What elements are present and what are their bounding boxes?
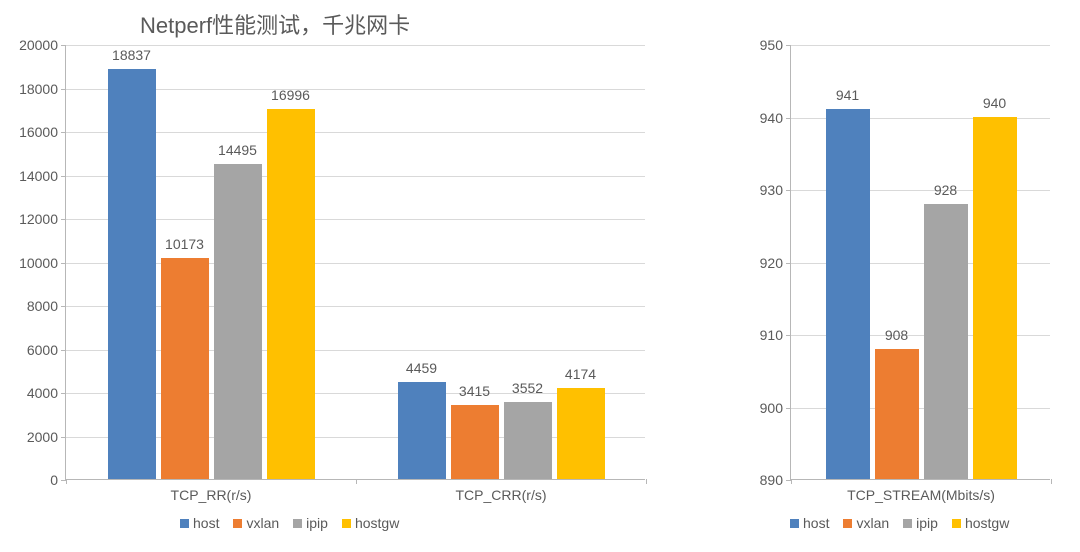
ytick-label: 900 [760,400,791,416]
ytick-label: 10000 [19,255,66,271]
bar-value-label: 10173 [165,236,204,258]
legend-item-hostgw: hostgw [342,515,399,531]
bar-vxlan: 908 [875,349,919,480]
bar-host: 18837 [108,69,156,479]
ytick-label: 910 [760,327,791,343]
ytick-label: 930 [760,182,791,198]
legend-item-hostgw-r: hostgw [952,515,1009,531]
swatch-hostgw-r [952,519,961,528]
bar-vxlan: 10173 [161,258,209,479]
right-plot-area: 890900910920930940950941908928940TCP_STR… [790,45,1050,480]
ytick-label: 940 [760,110,791,126]
legend-item-host: host [180,515,219,531]
category-label: TCP_RR(r/s) [171,479,252,503]
bar-value-label: 4174 [565,366,596,388]
ytick-label: 8000 [27,298,66,314]
bar-value-label: 4459 [406,360,437,382]
bar-value-label: 940 [983,95,1006,117]
swatch-ipip [293,519,302,528]
legend-label-hostgw: hostgw [355,515,399,531]
bar-value-label: 928 [934,182,957,204]
swatch-ipip-r [903,519,912,528]
bar-host: 4459 [398,382,446,479]
bar-host: 941 [826,109,870,479]
page-title: Netperf性能测试，千兆网卡 [140,8,410,40]
bar-group: 941908928940TCP_STREAM(Mbits/s) [826,45,1017,479]
legend-label-ipip: ipip [306,515,328,531]
ytick-label: 0 [50,472,66,488]
bar-value-label: 18837 [112,47,151,69]
ytick-label: 12000 [19,211,66,227]
left-plot-area: 0200040006000800010000120001400016000180… [65,45,645,480]
swatch-vxlan-r [843,519,852,528]
legend-label-host-r: host [803,515,829,531]
legend-label-vxlan: vxlan [246,515,279,531]
bar-group: 4459341535524174TCP_CRR(r/s) [398,45,605,479]
swatch-vxlan [233,519,242,528]
bar-value-label: 908 [885,327,908,349]
xtick [356,479,357,484]
legend-item-ipip: ipip [293,515,328,531]
xtick [791,479,792,484]
bar-value-label: 941 [836,87,859,109]
bar-value-label: 3552 [512,380,543,402]
ytick-label: 890 [760,472,791,488]
category-label: TCP_STREAM(Mbits/s) [847,479,995,503]
xtick [66,479,67,484]
bar-hostgw: 4174 [557,388,605,479]
legend-label-host: host [193,515,219,531]
bar-hostgw: 940 [973,117,1017,480]
ytick-label: 14000 [19,168,66,184]
legend-item-vxlan-r: vxlan [843,515,889,531]
legend-right: host vxlan ipip hostgw [790,515,1009,531]
swatch-host-r [790,519,799,528]
bar-ipip: 14495 [214,164,262,479]
bar-vxlan: 3415 [451,405,499,479]
ytick-label: 950 [760,37,791,53]
legend-label-hostgw-r: hostgw [965,515,1009,531]
bar-value-label: 14495 [218,142,257,164]
legend-item-ipip-r: ipip [903,515,938,531]
bar-value-label: 3415 [459,383,490,405]
legend-left: host vxlan ipip hostgw [180,515,399,531]
legend-label-ipip-r: ipip [916,515,938,531]
left-chart: 0200040006000800010000120001400016000180… [65,45,645,480]
xtick [646,479,647,484]
ytick-label: 920 [760,255,791,271]
ytick-label: 20000 [19,37,66,53]
right-chart: 890900910920930940950941908928940TCP_STR… [790,45,1050,480]
swatch-host [180,519,189,528]
bar-hostgw: 16996 [267,109,315,479]
ytick-label: 18000 [19,81,66,97]
legend-item-vxlan: vxlan [233,515,279,531]
xtick [1051,479,1052,484]
swatch-hostgw [342,519,351,528]
ytick-label: 6000 [27,342,66,358]
canvas: Netperf性能测试，千兆网卡 02000400060008000100001… [0,0,1080,552]
legend-label-vxlan-r: vxlan [856,515,889,531]
ytick-label: 4000 [27,385,66,401]
bar-ipip: 3552 [504,402,552,479]
ytick-label: 2000 [27,429,66,445]
legend-item-host-r: host [790,515,829,531]
bar-group: 18837101731449516996TCP_RR(r/s) [108,45,315,479]
category-label: TCP_CRR(r/s) [456,479,547,503]
bar-ipip: 928 [924,204,968,480]
ytick-label: 16000 [19,124,66,140]
bar-value-label: 16996 [271,87,310,109]
